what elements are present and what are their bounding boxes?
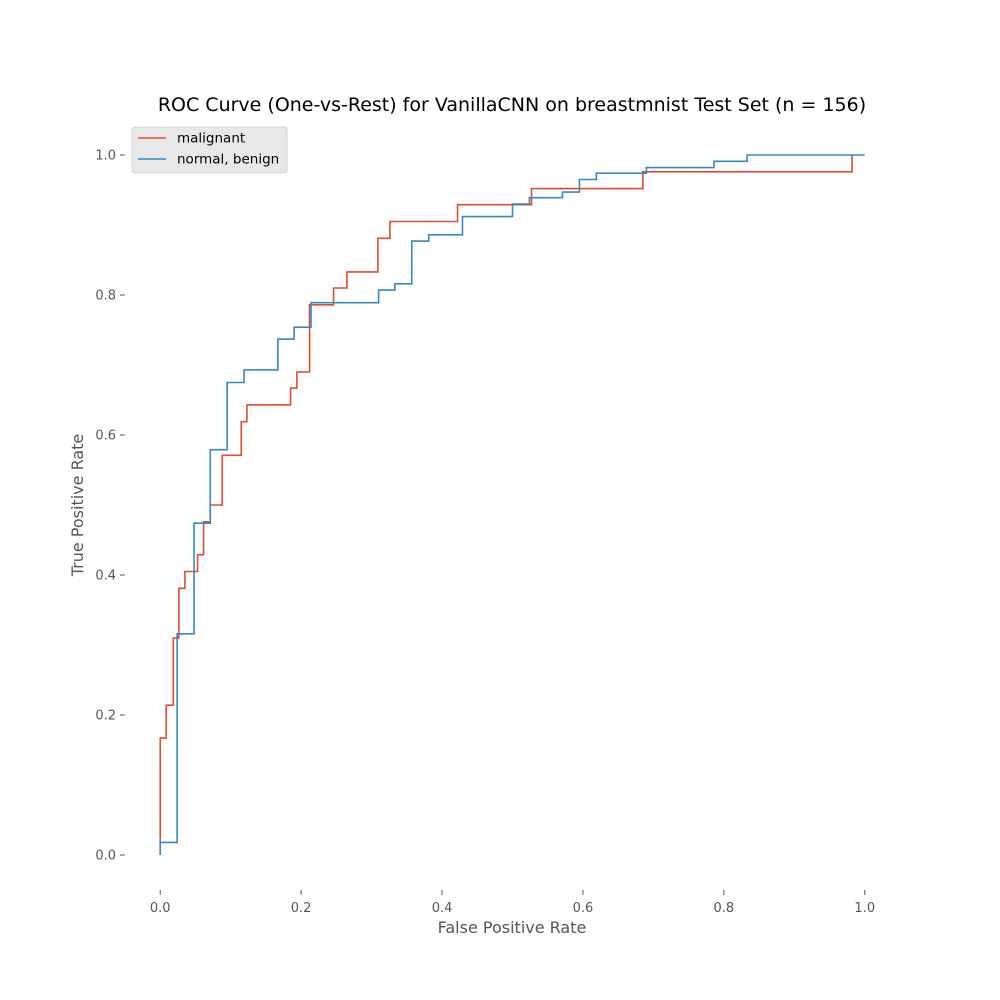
y-tick-label: 0.6 <box>95 429 116 444</box>
y-axis-label: True Positive Rate <box>68 434 87 578</box>
x-axis: 0.0 0.2 0.4 0.6 0.8 1.0 <box>150 890 875 916</box>
x-tick-label: 0.2 <box>291 901 312 916</box>
x-tick-label: 0.6 <box>573 901 594 916</box>
y-axis: 0.0 0.2 0.4 0.6 0.8 1.0 <box>95 149 125 864</box>
legend: malignant normal, benign <box>131 126 288 174</box>
x-tick-label: 1.0 <box>854 901 875 916</box>
series-line-normal-benign <box>159 154 865 855</box>
legend-box <box>131 126 288 174</box>
x-tick-label: 0.8 <box>714 901 735 916</box>
y-tick-label: 0.4 <box>95 569 116 584</box>
legend-label: normal, benign <box>177 152 279 168</box>
y-tick-label: 1.0 <box>95 149 116 164</box>
y-tick-label: 0.2 <box>95 709 116 724</box>
x-tick-label: 0.0 <box>150 901 171 916</box>
legend-label: malignant <box>177 131 245 147</box>
x-tick-label: 0.4 <box>432 901 453 916</box>
y-tick-label: 0.0 <box>95 849 116 864</box>
y-tick-label: 0.8 <box>95 289 116 304</box>
x-axis-label: False Positive Rate <box>438 918 587 937</box>
series-line-malignant <box>159 155 853 855</box>
plot-area <box>159 154 865 855</box>
chart-title: ROC Curve (One-vs-Rest) for VanillaCNN o… <box>158 94 866 116</box>
